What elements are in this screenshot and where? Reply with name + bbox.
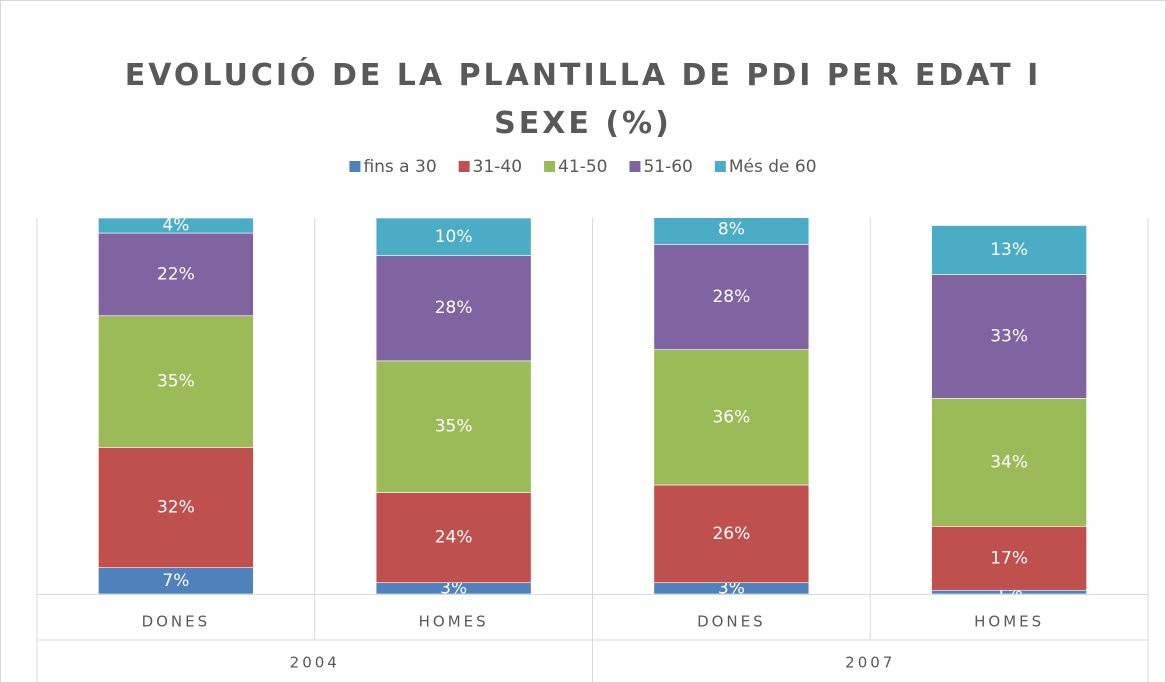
bar-segment xyxy=(931,274,1087,399)
data-label: 8% xyxy=(718,219,745,239)
bar-segment xyxy=(653,244,810,350)
data-label: 36% xyxy=(712,407,750,427)
plot-area: 7%32%35%22%4%3%24%35%28%10%3%26%36%28%8%… xyxy=(98,216,1087,595)
bar-segment xyxy=(931,225,1087,275)
group-label: 2004 xyxy=(290,654,340,672)
bar-segment xyxy=(98,315,254,448)
bar-segment xyxy=(931,526,1087,591)
legend-label: 51-60 xyxy=(643,157,692,177)
legend-swatch xyxy=(349,161,361,172)
data-label: 13% xyxy=(990,240,1028,260)
data-label: 33% xyxy=(990,326,1028,346)
data-label: 35% xyxy=(435,417,473,437)
data-label: 22% xyxy=(157,264,195,284)
legend-label: fins a 30 xyxy=(363,157,436,177)
bar-segment xyxy=(653,218,810,245)
data-label: 28% xyxy=(712,287,750,307)
data-label: 4% xyxy=(162,216,189,236)
legend-swatch xyxy=(544,161,556,172)
x-tick-label: HOMES xyxy=(419,613,489,631)
data-label: 26% xyxy=(712,524,750,544)
data-label: 34% xyxy=(990,452,1028,472)
x-tick-label: DONES xyxy=(697,613,766,631)
legend-label: 41-50 xyxy=(558,157,607,177)
legend-label: 31-40 xyxy=(473,157,522,177)
legend-swatch xyxy=(714,161,726,172)
x-tick-label: HOMES xyxy=(974,613,1044,631)
bar-segment xyxy=(375,360,532,493)
group-label: 2007 xyxy=(845,654,895,672)
data-label: 24% xyxy=(435,528,473,548)
data-label: 10% xyxy=(435,227,473,247)
x-tick-label: DONES xyxy=(142,613,211,631)
legend-swatch xyxy=(458,161,470,172)
data-label: 17% xyxy=(990,548,1028,568)
bar-segment xyxy=(375,492,532,584)
data-label: 35% xyxy=(157,372,195,392)
legend-swatch xyxy=(629,161,641,172)
bar-segment xyxy=(98,218,254,234)
data-label: 32% xyxy=(157,498,195,518)
bar-segment xyxy=(375,218,532,256)
bar-segment xyxy=(653,349,810,486)
bar-segment xyxy=(931,398,1087,527)
data-label: 28% xyxy=(435,298,473,318)
bar-segment xyxy=(375,255,532,362)
bar-segment xyxy=(653,484,810,584)
chart-title: EVOLUCIÓ DE LA PLANTILLA DE PDI PER EDAT… xyxy=(124,58,1042,141)
bar-segment xyxy=(98,447,254,568)
legend-label: Més de 60 xyxy=(729,157,817,177)
data-label: 7% xyxy=(162,571,189,591)
